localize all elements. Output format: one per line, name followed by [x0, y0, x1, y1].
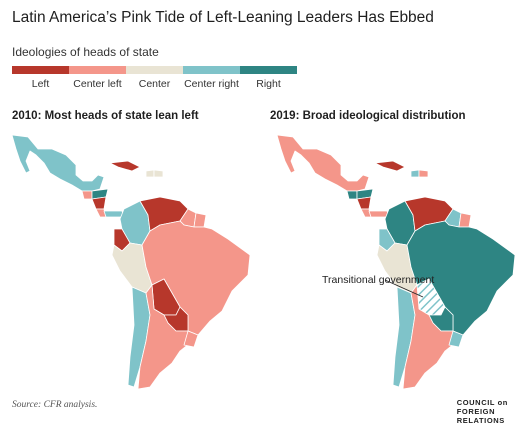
legend-item-center-right: Center right [183, 66, 240, 90]
legend-label-left: Left [31, 78, 50, 90]
legend-title: Ideologies of heads of state [12, 45, 159, 59]
country-Argentina [137, 284, 191, 390]
map-2019 [276, 134, 516, 390]
country-Dominican-Republic [153, 169, 164, 178]
country-Suriname [193, 212, 207, 228]
cfr-logo-line-2: FOREIGN [456, 407, 496, 416]
legend-item-center-left: Center left [69, 66, 126, 90]
source-note: Source: CFR analysis. [12, 400, 98, 410]
country-Nicaragua [91, 196, 107, 210]
country-Mexico [11, 134, 105, 192]
legend-item-center: Center [126, 66, 183, 90]
cfr-logo: COUNCIL on FOREIGN RELATIONS [457, 398, 508, 425]
legend-swatch-center-right [183, 66, 240, 74]
cfr-logo-line-1: COUNCIL on [456, 398, 508, 407]
legend: Left Center left Center Center right Rig… [12, 66, 297, 90]
transitional-government-annotation: Transitional government [322, 274, 435, 286]
country-Cuba [374, 160, 406, 172]
legend-item-left: Left [12, 66, 69, 90]
country-Suriname [458, 212, 472, 228]
country-Mexico [276, 134, 370, 192]
legend-label-center-left: Center left [73, 78, 122, 90]
country-Nicaragua [356, 196, 372, 210]
country-Guatemala [346, 190, 358, 200]
country-Haiti [145, 169, 155, 178]
country-Uruguay [448, 330, 464, 348]
chart-title: Latin America’s Pink Tide of Left-Leanin… [12, 9, 434, 26]
legend-swatch-center-left [69, 66, 126, 74]
legend-swatch-right [240, 66, 297, 74]
country-Haiti [410, 169, 420, 178]
country-Dominican-Republic [418, 169, 429, 178]
map-2010 [11, 134, 251, 390]
country-Uruguay [183, 330, 199, 348]
legend-swatch-center [126, 66, 183, 74]
annotation-leader-line [384, 279, 424, 298]
legend-label-right: Right [256, 78, 281, 90]
legend-label-center: Center [138, 78, 171, 90]
legend-label-center-right: Center right [184, 78, 239, 90]
legend-item-right: Right [240, 66, 297, 90]
legend-swatch-left [12, 66, 69, 74]
country-Guatemala [81, 190, 93, 200]
country-Argentina [402, 284, 456, 390]
country-Cuba [109, 160, 141, 172]
map-title-2010: 2010: Most heads of state lean left [12, 110, 199, 122]
cfr-logo-line-3: RELATIONS [456, 416, 505, 425]
map-title-2019: 2019: Broad ideological distribution [270, 110, 466, 122]
